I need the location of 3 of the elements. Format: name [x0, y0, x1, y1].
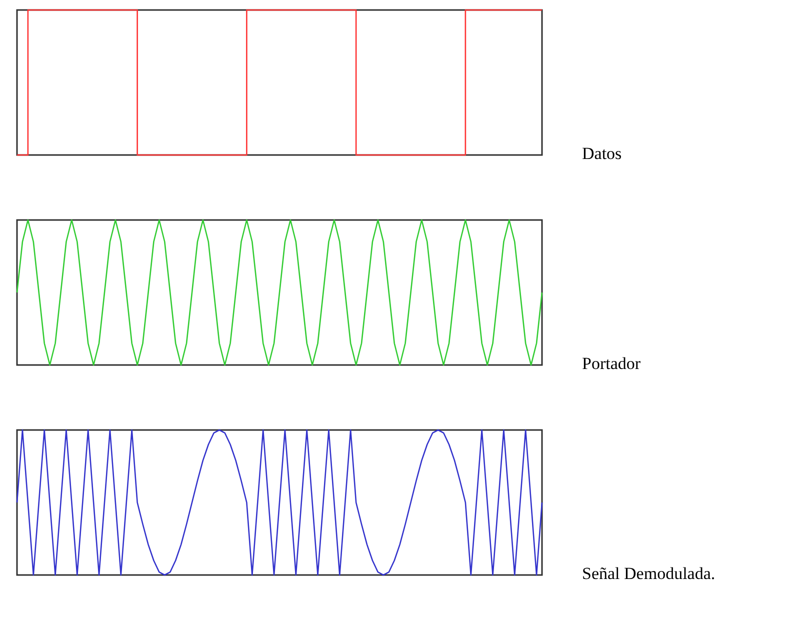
text: Señal Demodulada. — [582, 564, 716, 583]
text: Portador — [582, 354, 641, 373]
text: Datos — [582, 144, 622, 163]
